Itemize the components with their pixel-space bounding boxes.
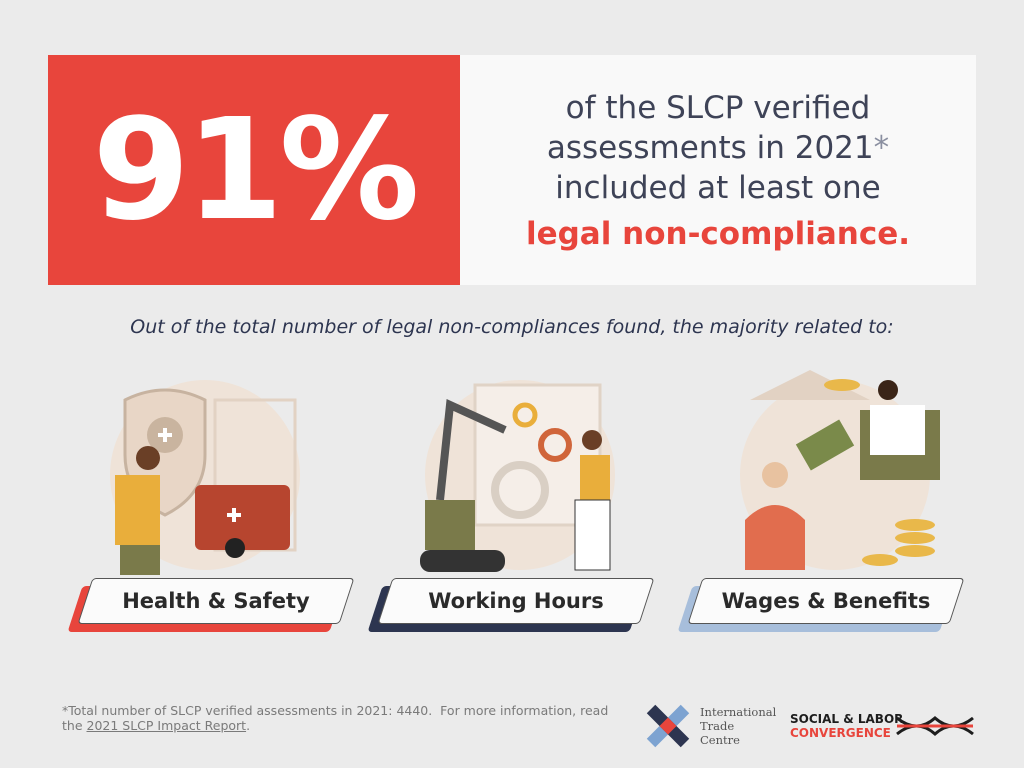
- stat-box: [48, 55, 460, 285]
- logo-text: Centre: [700, 733, 740, 747]
- asterisk: *: [873, 130, 890, 166]
- description: of the SLCP verified assessments in 2021…: [460, 88, 976, 254]
- itc-logo-mark: [646, 704, 690, 748]
- category-label: Health & Safety: [67, 578, 355, 632]
- category-text: Working Hours: [428, 589, 604, 613]
- logo-text: International: [700, 705, 777, 719]
- report-link[interactable]: 2021 SLCP Impact Report: [86, 718, 247, 733]
- wages-illustration: [740, 370, 940, 570]
- category-label: Working Hours: [367, 578, 655, 632]
- text: included at least one: [555, 170, 881, 206]
- text: assessments in 2021: [546, 130, 874, 166]
- text: assessments in 2021*: [460, 128, 976, 168]
- logo-text: CONVERGENCE: [790, 726, 891, 740]
- logo-text: Trade: [700, 719, 735, 733]
- footnote-end: .: [246, 718, 251, 733]
- category-label: Wages & Benefits: [677, 578, 965, 632]
- category-text: Wages & Benefits: [721, 589, 931, 613]
- illustrations: [110, 370, 940, 575]
- footnote: *Total number of SLCP verified assessmen…: [62, 703, 622, 733]
- text: of the SLCP verified: [565, 90, 871, 126]
- hours-illustration: [420, 380, 615, 572]
- category-text: Health & Safety: [122, 589, 310, 613]
- footnote-text: *Total number of SLCP verified assessmen…: [62, 703, 613, 733]
- subtitle: Out of the total number of legal non-com…: [130, 316, 894, 338]
- logo-text: SOCIAL & LABOR: [790, 712, 904, 726]
- itc-logo: International Trade Centre: [700, 705, 776, 747]
- slc-logo: SOCIAL & LABOR CONVERGENCE: [790, 712, 903, 740]
- slc-logo-mark: [896, 715, 974, 737]
- description-box: [460, 55, 976, 285]
- health-illustration: [110, 380, 300, 575]
- stat: 91%: [92, 88, 419, 252]
- highlight: legal non-compliance.: [525, 216, 911, 252]
